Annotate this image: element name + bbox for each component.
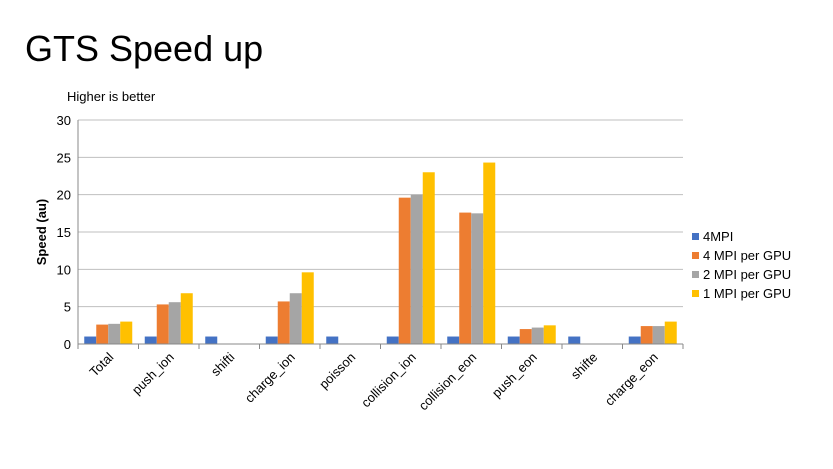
bar-collision-eon-series-2 [471, 213, 484, 344]
x-tick-label: shifte [568, 350, 601, 383]
y-tick-label: 30 [57, 113, 71, 128]
legend: 4MPI 4 MPI per GPU 2 MPI per GPU 1 MPI per … [692, 229, 791, 301]
x-tick-label: shifti [208, 349, 238, 379]
x-tick-label: collision_ion [358, 350, 419, 411]
bar-shifti-series-0 [205, 336, 218, 344]
legend-swatch [692, 271, 699, 278]
bar-collision-ion-series-3 [422, 172, 435, 344]
x-tick-label: poisson [316, 350, 358, 392]
bar-Total-series-0 [84, 336, 97, 344]
bar-push-eon-series-0 [507, 336, 520, 344]
bar-charge-eon-series-0 [628, 336, 641, 344]
bar-Total-series-2 [108, 323, 121, 344]
bar-collision-eon-series-1 [459, 212, 472, 344]
x-tick-label: collision_eon [416, 350, 480, 414]
legend-swatch [692, 252, 699, 259]
bar-charge-ion-series-1 [277, 301, 290, 344]
legend-entry: 4MPI [703, 229, 733, 244]
y-tick-label: 0 [64, 337, 71, 352]
bar-Total-series-3 [120, 321, 133, 344]
bar-poisson-series-0 [326, 336, 339, 344]
x-tick-label: charge_eon [602, 350, 661, 409]
bar-collision-ion-series-1 [398, 197, 411, 344]
bar-charge-eon-series-1 [640, 326, 653, 344]
bar-push-ion-series-2 [168, 302, 181, 344]
axes [77, 120, 684, 349]
legend-swatch [692, 233, 699, 240]
bar-push-eon-series-1 [519, 329, 532, 344]
bar-push-ion-series-3 [180, 293, 193, 344]
bar-push-eon-series-3 [543, 325, 556, 344]
bar-charge-ion-series-2 [289, 293, 302, 344]
bar-charge-eon-series-2 [652, 326, 665, 344]
y-tick-labels: 0 5 10 15 20 25 30 [57, 113, 71, 352]
bar-collision-ion-series-2 [410, 194, 423, 344]
chart-subtitle: Higher is better [67, 89, 156, 104]
bar-collision-ion-series-0 [386, 336, 399, 344]
legend-entry: 2 MPI per GPU [703, 267, 791, 282]
bars [84, 162, 677, 344]
bar-charge-ion-series-0 [265, 336, 278, 344]
x-tick-label: push_eon [489, 350, 540, 401]
y-tick-label: 15 [57, 225, 71, 240]
legend-entry: 4 MPI per GPU [703, 248, 791, 263]
bar-push-eon-series-2 [531, 327, 544, 344]
y-tick-label: 10 [57, 262, 71, 277]
y-tick-label: 25 [57, 150, 71, 165]
bar-push-ion-series-0 [144, 336, 157, 344]
bar-collision-eon-series-0 [447, 336, 460, 344]
x-tick-labels: Total push_ion shifti charge_ion poisson coll… [86, 349, 661, 413]
x-tick-label: Total [86, 349, 116, 379]
x-tick-label: push_ion [129, 350, 177, 398]
gridlines [78, 119, 683, 308]
legend-entry: 1 MPI per GPU [703, 286, 791, 301]
bar-Total-series-1 [96, 324, 109, 344]
y-axis-label: Speed (au) [34, 199, 49, 265]
bar-collision-eon-series-3 [483, 162, 496, 344]
bar-charge-ion-series-3 [301, 272, 314, 344]
y-tick-label: 20 [57, 188, 71, 203]
bar-shifte-series-0 [568, 336, 581, 344]
legend-swatch [692, 290, 699, 297]
bar-charge-eon-series-3 [664, 321, 677, 344]
y-tick-label: 5 [64, 300, 71, 315]
x-tick-label: charge_ion [242, 350, 298, 406]
bar-push-ion-series-1 [156, 304, 169, 344]
slide-title: GTS Speed up [25, 28, 264, 69]
